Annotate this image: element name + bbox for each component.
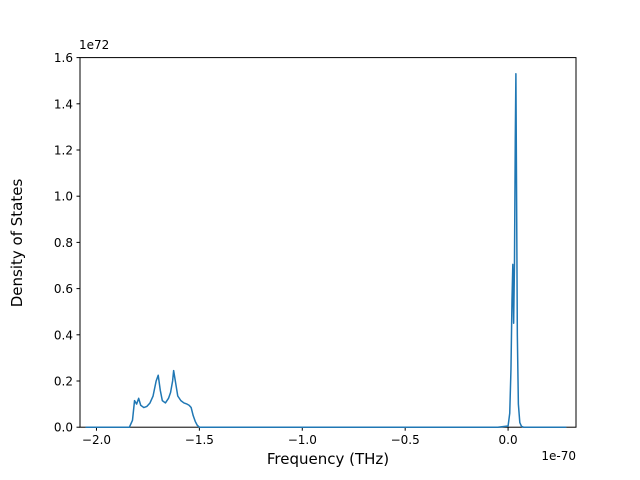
y-tick-label: 1.6 [54,51,73,65]
y-tick-label: 0.8 [54,236,73,250]
x-axis-label: Frequency (THz) [266,450,390,468]
y-tick-label: 0.2 [54,375,73,389]
x-tick-label: −2.0 [82,433,111,447]
dos-series-line [85,73,567,428]
x-tick-label: −1.0 [288,433,317,447]
x-tick-label: 0.0 [499,433,518,447]
y-axis-offset-label: 1e72 [79,38,110,52]
x-axis-offset-label: 1e-70 [541,449,576,463]
x-tick-label: −1.5 [185,433,214,447]
y-tick-label: 1.4 [54,97,73,111]
x-tick-label: −0.5 [391,433,420,447]
y-tick-label: 0.4 [54,328,73,342]
y-tick-label: 0.0 [54,421,73,435]
axes-spines [79,57,577,428]
y-tick-label: 0.6 [54,282,73,296]
y-tick-label: 1.0 [54,190,73,204]
y-axis-label: Density of States [8,178,26,308]
y-tick-label: 1.2 [54,144,73,158]
